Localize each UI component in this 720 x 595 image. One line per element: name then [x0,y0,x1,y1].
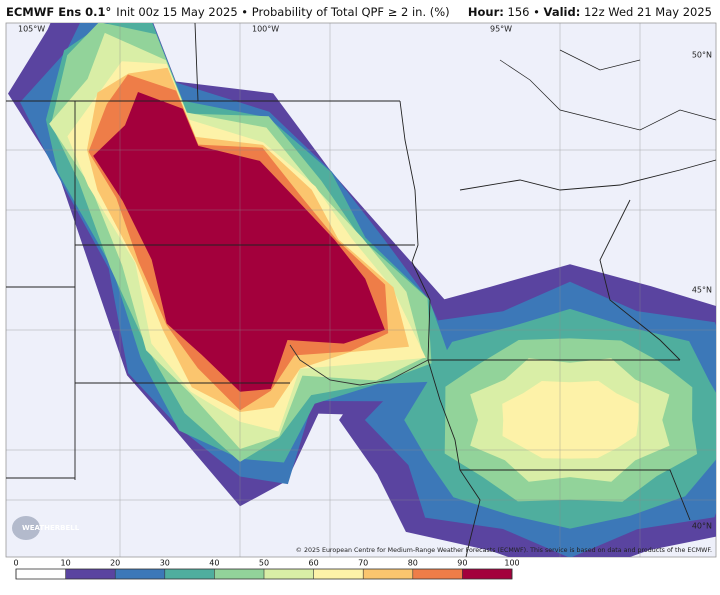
colorbar-segment [462,569,512,579]
colorbar-tick-label: 90 [457,559,467,568]
grid-lines [6,149,716,501]
lat-label: 45°N [692,286,712,295]
river [289,344,429,386]
border [459,159,717,521]
lon-label: 95°W [490,25,512,34]
colorbar-segment [115,569,165,579]
map-area: 105°W 100°W 95°W 50°N 45°N 40°N WEATHERB… [5,22,717,558]
colorbar-tick-label: 70 [358,559,368,568]
logo-icon [12,516,40,540]
precip-contour [93,92,385,392]
colorbar-segment [65,569,116,579]
header-part: Hour: [468,5,504,19]
lat-label: 50°N [692,51,712,60]
header-part: 156 • [504,5,544,19]
header-part: Valid: [544,5,581,19]
grid-lines-v [119,23,641,557]
colorbar-tick-label: 80 [408,559,418,568]
precip-field [8,23,716,557]
colorbar-tick-label: 0 [13,559,18,568]
colorbar-segment [214,569,264,579]
lon-label: 100°W [252,25,279,34]
colorbar: 0 10 20 30 40 50 60 70 80 90 100 [13,559,520,580]
lat-label: 40°N [692,522,712,531]
header-right: Hour: 156 • Valid: 12z Wed 21 May 2025 [468,5,712,19]
border [6,22,415,480]
header-left: ECMWF Ens 0.1° Init 00z 15 May 2025 • Pro… [6,5,450,19]
colorbar-tick-label: 20 [110,559,120,568]
logo: WEATHERBELL [22,524,80,532]
colorbar-segment [164,569,215,579]
subtitle: Init 00z 15 May 2025 • Probability of To… [116,5,449,19]
credit: © 2025 European Centre for Medium-Range … [296,546,712,554]
lon-label: 105°W [18,25,45,34]
colorbar-segment [16,569,66,579]
colorbar-tick-label: 50 [259,559,269,568]
header-part: 12z Wed 21 May 2025 [580,5,712,19]
colorbar-tick-label: 10 [61,559,71,568]
colorbar-tick-label: 100 [504,559,519,568]
title: ECMWF Ens 0.1° [6,5,111,19]
colorbar-tick-label: 30 [160,559,170,568]
colorbar-segment [363,569,413,579]
coastline [499,49,717,131]
colorbar-tick-label: 60 [309,559,319,568]
colorbar-tick-label: 40 [209,559,219,568]
county-lines [6,23,716,557]
colorbar-segment [313,569,364,579]
colorbar-segment [412,569,463,579]
colorbar-segment [264,569,314,579]
state-borders [6,22,717,558]
precip-contour [502,380,639,459]
